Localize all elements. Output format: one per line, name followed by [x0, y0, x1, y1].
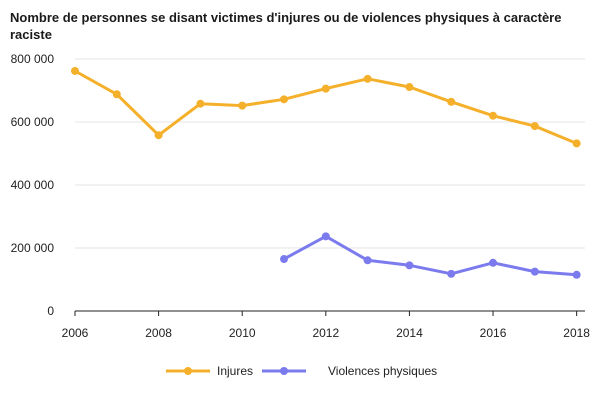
data-point[interactable]	[154, 131, 163, 140]
x-axis	[74, 310, 585, 316]
x-tick-label: 2018	[563, 326, 590, 340]
data-point[interactable]	[572, 139, 581, 148]
x-tick-label: 2014	[396, 326, 423, 340]
x-axis-tick-labels: 2006 2008 2010 2012 2014 2016 2018	[62, 326, 591, 340]
data-point[interactable]	[572, 270, 581, 279]
legend-swatch-marker	[184, 367, 192, 375]
x-tick-label: 2012	[312, 326, 339, 340]
data-point[interactable]	[405, 83, 414, 92]
y-tick-label: 0	[47, 304, 54, 318]
legend-item-1[interactable]: Injures	[166, 364, 253, 378]
legend-label: Injures	[217, 364, 253, 378]
y-tick-label: 200 000	[11, 241, 55, 255]
legend-label: Violences physiques	[328, 364, 437, 378]
data-point[interactable]	[321, 84, 330, 93]
x-tick-label: 2006	[62, 326, 89, 340]
legend-item-2[interactable]: Violences physiques	[262, 364, 437, 378]
series-line-1	[73, 69, 579, 145]
data-point[interactable]	[530, 122, 539, 131]
x-tick-label: 2016	[480, 326, 507, 340]
data-point[interactable]	[447, 269, 456, 278]
data-point[interactable]	[489, 111, 498, 120]
series-line-2	[282, 234, 579, 277]
data-point[interactable]	[112, 90, 121, 99]
legend: Injures Violences physiques	[166, 364, 437, 378]
y-tick-label: 400 000	[11, 178, 55, 192]
x-tick-label: 2010	[229, 326, 256, 340]
data-point[interactable]	[405, 261, 414, 270]
legend-swatch-marker	[280, 367, 288, 375]
data-point[interactable]	[238, 101, 247, 110]
data-point[interactable]	[530, 267, 539, 276]
data-point[interactable]	[71, 66, 79, 75]
grid-lines	[75, 58, 585, 249]
chart-title: Nombre de personnes se disant victimes d…	[10, 10, 562, 42]
y-tick-label: 800 000	[11, 52, 55, 66]
data-point[interactable]	[280, 95, 289, 104]
x-tick-label: 2008	[145, 326, 172, 340]
y-axis-tick-labels: 0 200 000 400 000 600 000 800 000	[11, 52, 55, 318]
data-point[interactable]	[447, 97, 456, 106]
data-point[interactable]	[321, 232, 330, 241]
data-point[interactable]	[280, 255, 289, 264]
series-layer	[71, 66, 581, 279]
data-point[interactable]	[196, 99, 205, 108]
data-point[interactable]	[363, 256, 372, 265]
data-point[interactable]	[363, 74, 372, 83]
y-tick-label: 600 000	[11, 115, 55, 129]
data-point[interactable]	[489, 258, 498, 267]
